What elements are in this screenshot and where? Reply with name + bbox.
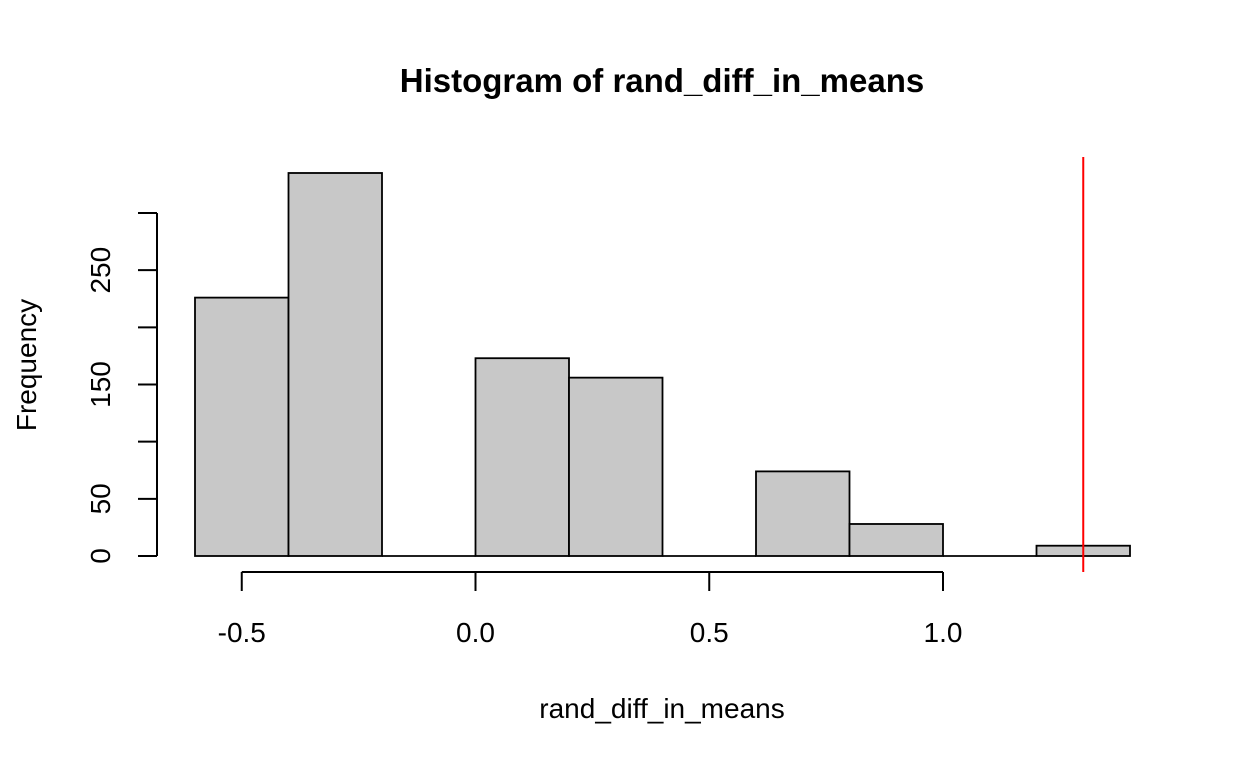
- y-axis-label: Frequency: [11, 299, 42, 431]
- y-tick-label: 0: [85, 548, 116, 564]
- y-tick-label: 250: [85, 247, 116, 294]
- histogram-bar: [755, 470, 851, 557]
- x-tick-label: 0.0: [456, 617, 495, 648]
- histogram-bars: [194, 172, 1131, 557]
- y-tick-label: 50: [85, 483, 116, 514]
- histogram-bar: [568, 376, 664, 557]
- histogram-bar: [474, 357, 570, 557]
- x-tick-label: -0.5: [218, 617, 266, 648]
- y-tick-label: 150: [85, 361, 116, 408]
- x-tick-label: 0.5: [690, 617, 729, 648]
- x-axis: -0.5 0.0 0.5 1.0: [218, 571, 963, 648]
- histogram-bar: [848, 523, 944, 557]
- x-tick-label: 1.0: [924, 617, 963, 648]
- histogram-bar: [194, 296, 290, 557]
- histogram-bar: [287, 172, 383, 557]
- chart-title: Histogram of rand_diff_in_means: [400, 62, 924, 99]
- x-axis-label: rand_diff_in_means: [539, 693, 784, 724]
- y-axis: 0 50 150 250: [85, 212, 158, 564]
